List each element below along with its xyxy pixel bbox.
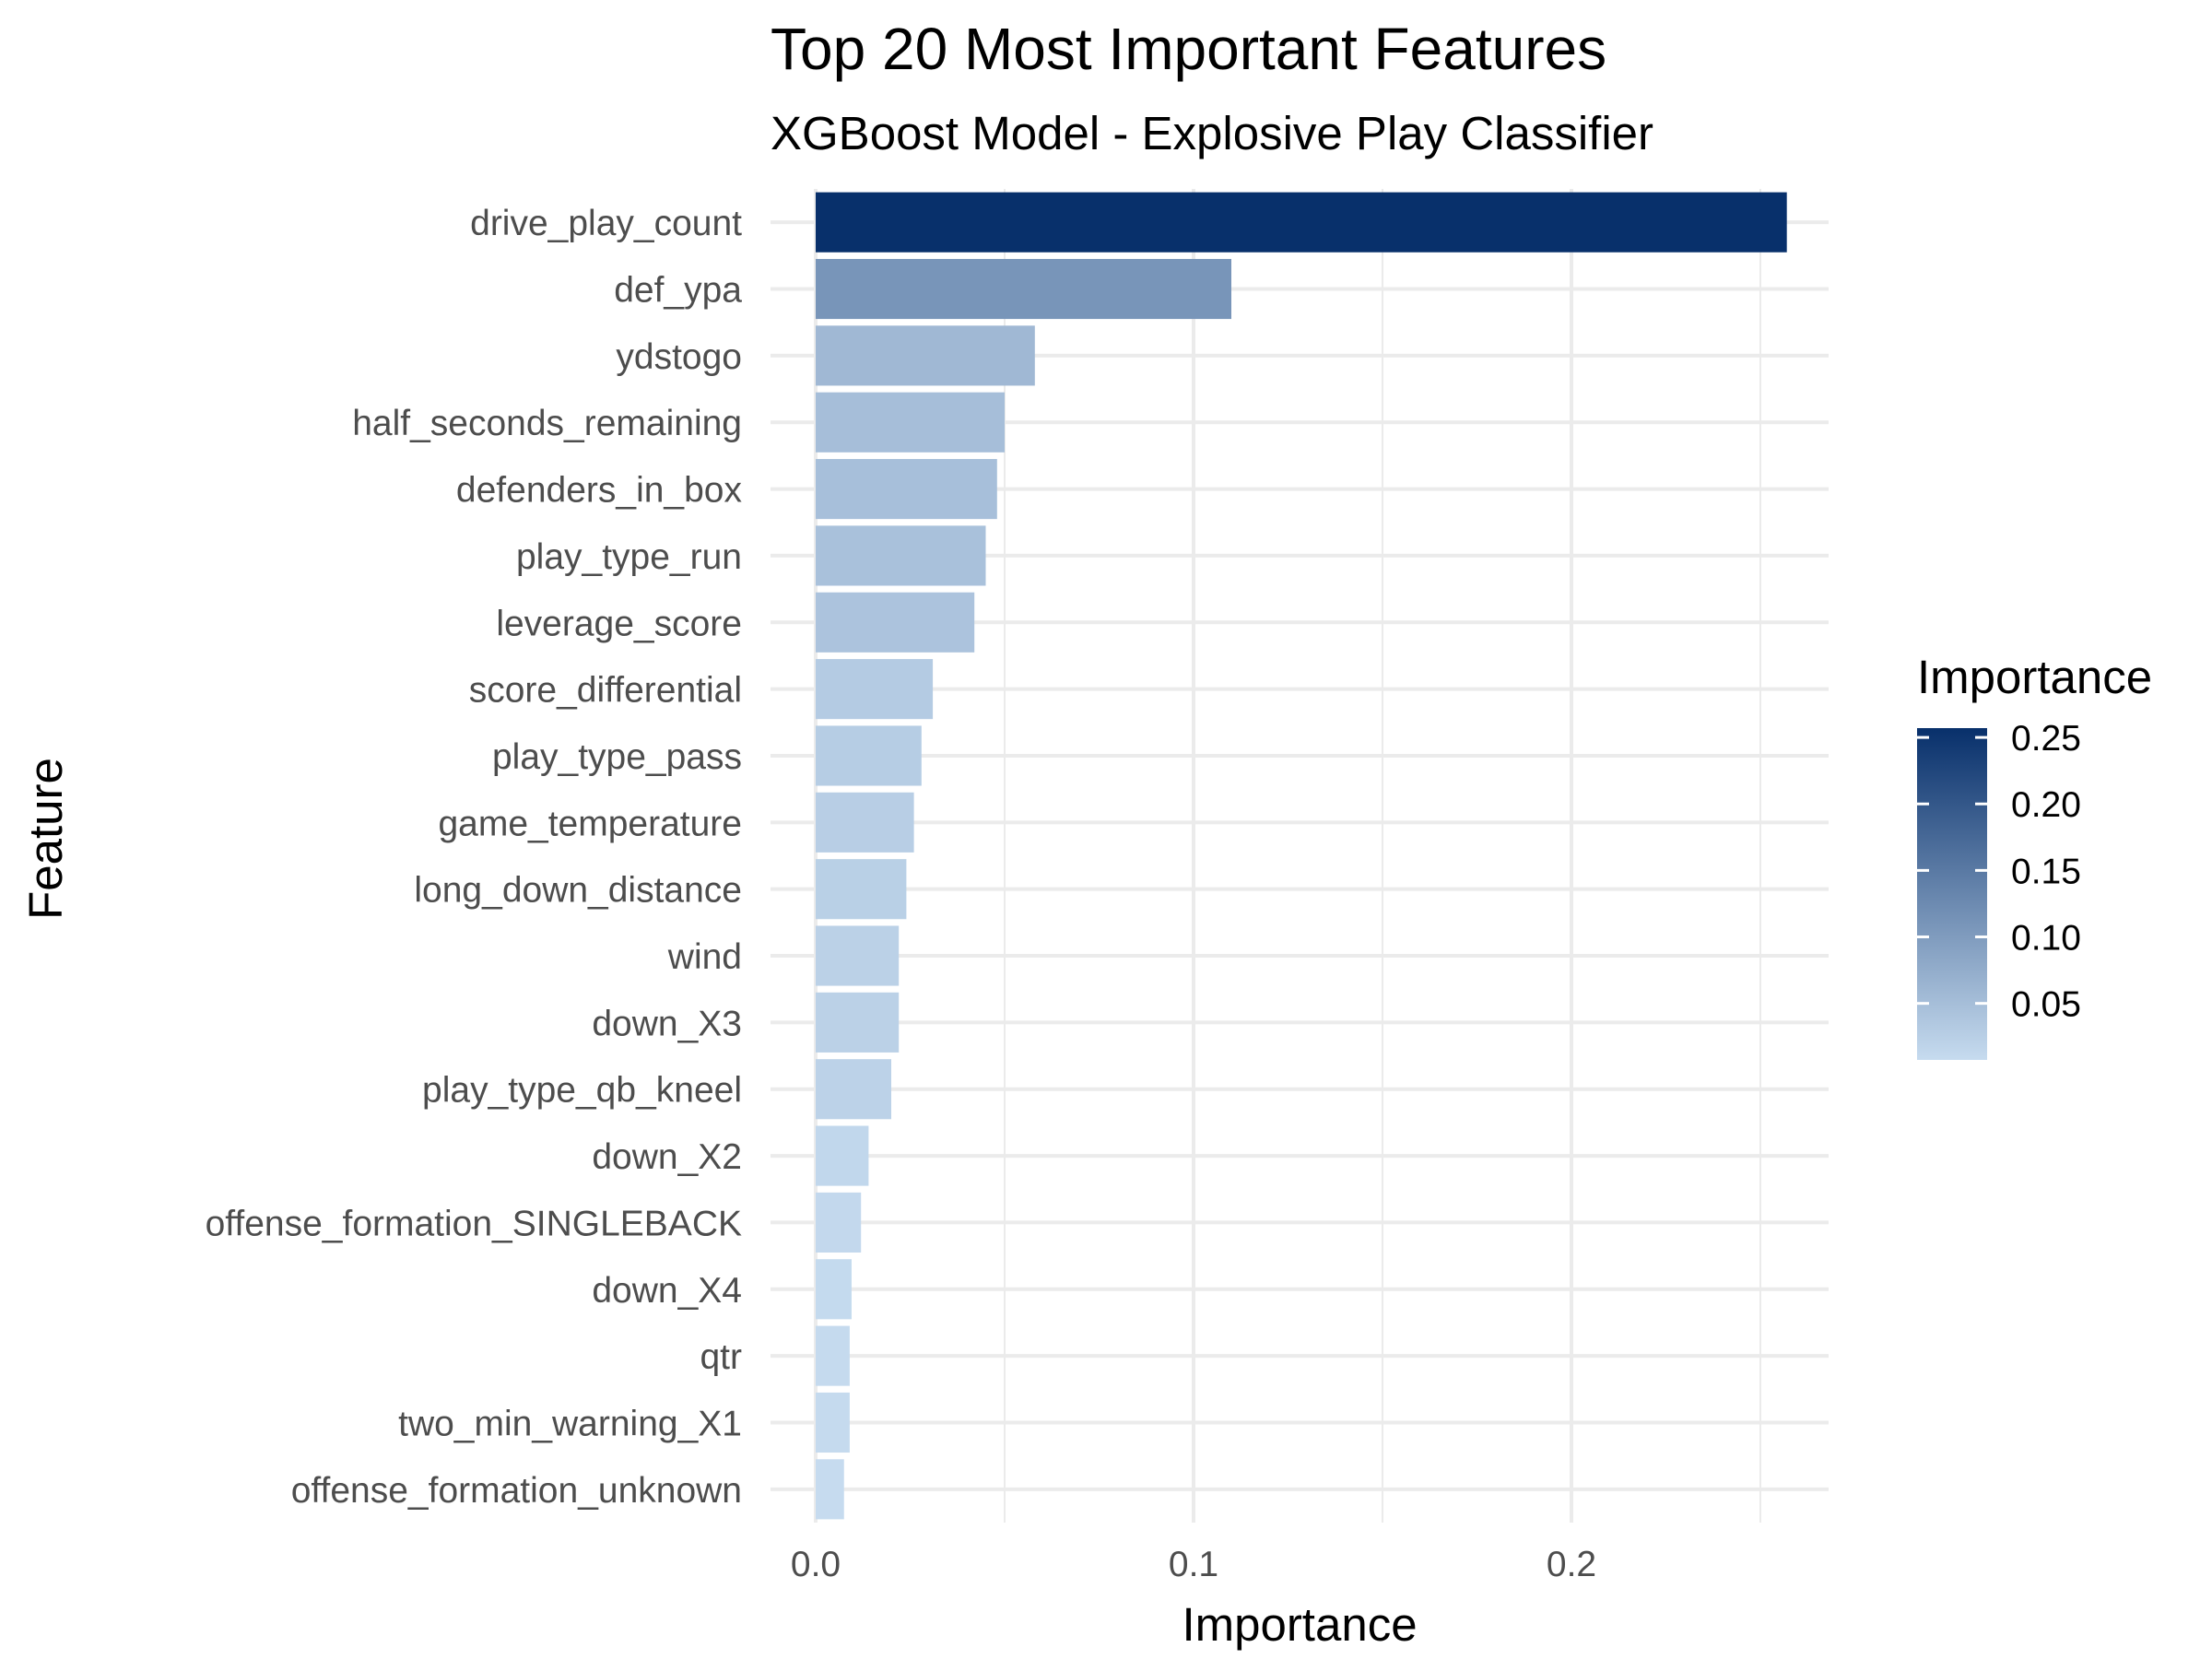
y-tick-label: def_ypa bbox=[614, 271, 742, 311]
bar bbox=[816, 1059, 891, 1120]
y-tick-label: two_min_warning_X1 bbox=[398, 1404, 742, 1443]
bar bbox=[816, 1259, 852, 1320]
legend-tick-label: 0.15 bbox=[2011, 852, 2081, 891]
y-tick-label: play_type_run bbox=[516, 537, 742, 577]
bar bbox=[816, 659, 934, 720]
y-tick-label: down_X3 bbox=[592, 1004, 742, 1043]
bar bbox=[816, 459, 997, 520]
bar bbox=[816, 792, 914, 853]
y-tick-label: play_type_pass bbox=[492, 737, 742, 777]
bar bbox=[816, 1392, 850, 1453]
y-tick-label: score_differential bbox=[469, 671, 742, 711]
bar bbox=[816, 258, 1231, 320]
y-tick-label: half_seconds_remaining bbox=[352, 404, 742, 443]
y-tick-label: game_temperature bbox=[438, 804, 742, 843]
legend-tick-label: 0.05 bbox=[2011, 985, 2081, 1025]
legend-colorbar bbox=[1917, 728, 1987, 1060]
y-tick-label: down_X2 bbox=[592, 1137, 742, 1177]
bar bbox=[816, 1125, 869, 1186]
x-tick-label: 0.1 bbox=[1169, 1545, 1218, 1584]
y-tick-label: defenders_in_box bbox=[456, 471, 743, 511]
legend-tick-label: 0.25 bbox=[2011, 719, 2081, 759]
bar bbox=[816, 392, 1005, 453]
legend-title: Importance bbox=[1917, 651, 2152, 703]
bar bbox=[816, 925, 900, 986]
y-tick-label: wind bbox=[667, 937, 742, 977]
legend-ticks: 0.25 0.20 0.15 0.10 0.05 bbox=[1917, 719, 2081, 1025]
legend-tick-label: 0.10 bbox=[2011, 919, 2081, 959]
bar bbox=[816, 525, 986, 586]
y-tick-label: offense_formation_SINGLEBACK bbox=[206, 1204, 742, 1243]
bar bbox=[816, 859, 907, 920]
x-axis-title: Importance bbox=[1182, 1598, 1417, 1651]
y-tick-label: leverage_score bbox=[496, 604, 742, 643]
y-tick-label: drive_play_count bbox=[470, 204, 742, 243]
bar bbox=[816, 992, 900, 1053]
bar bbox=[816, 325, 1035, 386]
y-tick-label: down_X4 bbox=[592, 1271, 742, 1311]
legend: Importance 0.25 0.20 0.15 0.10 0.05 bbox=[1917, 651, 2152, 1060]
bar bbox=[816, 1459, 844, 1520]
y-tick-label: offense_formation_unknown bbox=[291, 1471, 742, 1511]
x-tick-labels: 0.0 0.1 0.2 bbox=[791, 1545, 1596, 1584]
bar bbox=[816, 1325, 850, 1386]
bar bbox=[816, 592, 975, 653]
bar bbox=[816, 192, 1787, 253]
y-tick-label: long_down_distance bbox=[414, 871, 742, 911]
legend-tick-label: 0.20 bbox=[2011, 785, 2081, 825]
bar bbox=[816, 725, 922, 786]
chart-subtitle: XGBoost Model - Explosive Play Classifie… bbox=[771, 107, 1653, 159]
grid-lines bbox=[771, 189, 1829, 1523]
bar bbox=[816, 1192, 862, 1253]
x-tick-label: 0.2 bbox=[1547, 1545, 1596, 1584]
bars bbox=[816, 192, 1787, 1520]
chart-title: Top 20 Most Important Features bbox=[771, 16, 1606, 82]
y-axis-title: Feature bbox=[19, 758, 72, 920]
y-tick-label: ydstogo bbox=[616, 337, 742, 377]
y-tick-label: qtr bbox=[700, 1337, 742, 1377]
x-tick-label: 0.0 bbox=[791, 1545, 841, 1584]
y-tick-label: play_type_qb_kneel bbox=[422, 1071, 742, 1111]
